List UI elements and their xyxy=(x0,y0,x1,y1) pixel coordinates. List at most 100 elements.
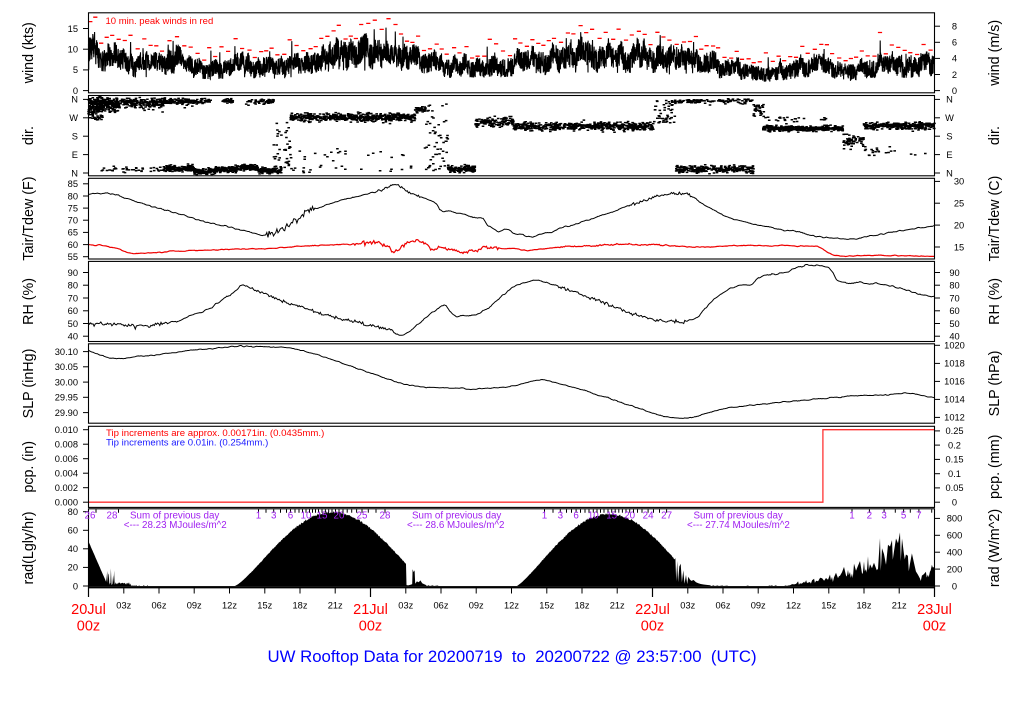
svg-text:SLP (hPa): SLP (hPa) xyxy=(987,351,1003,417)
svg-text:2: 2 xyxy=(867,511,872,522)
svg-text:6: 6 xyxy=(952,38,957,48)
svg-text:28: 28 xyxy=(107,511,118,522)
svg-text:1: 1 xyxy=(542,511,547,522)
svg-text:0.05: 0.05 xyxy=(945,483,963,493)
svg-text:50: 50 xyxy=(68,319,78,329)
svg-text:03z: 03z xyxy=(398,601,413,611)
svg-text:400: 400 xyxy=(947,548,963,558)
svg-text:09z: 09z xyxy=(751,601,766,611)
svg-text:E: E xyxy=(946,150,952,160)
svg-text:80: 80 xyxy=(949,281,959,291)
svg-text:0.006: 0.006 xyxy=(55,454,78,464)
svg-text:90: 90 xyxy=(68,268,78,278)
svg-text:wind (kts): wind (kts) xyxy=(21,22,37,84)
svg-text:60: 60 xyxy=(68,526,78,536)
svg-text:800: 800 xyxy=(947,514,963,524)
svg-text:15: 15 xyxy=(68,24,78,34)
svg-text:600: 600 xyxy=(947,531,963,541)
svg-text:6: 6 xyxy=(573,511,579,522)
svg-text:6: 6 xyxy=(288,511,294,522)
svg-text:200: 200 xyxy=(947,564,963,574)
svg-text:UW Rooftop Data for 20200719: UW Rooftop Data for 20200719 to 20200722… xyxy=(267,647,756,666)
svg-text:15: 15 xyxy=(606,511,617,522)
svg-text:15z: 15z xyxy=(539,601,554,611)
svg-text:0.15: 0.15 xyxy=(945,455,963,465)
svg-text:21z: 21z xyxy=(892,601,907,611)
svg-text:0: 0 xyxy=(952,498,957,508)
svg-text:18z: 18z xyxy=(293,601,308,611)
svg-text:0.008: 0.008 xyxy=(55,440,78,450)
svg-text:80: 80 xyxy=(68,507,78,517)
svg-text:21Jul: 21Jul xyxy=(353,602,388,618)
svg-text:W: W xyxy=(945,113,954,123)
svg-text:06z: 06z xyxy=(434,601,449,611)
svg-text:1012: 1012 xyxy=(944,413,965,423)
svg-text:1014: 1014 xyxy=(944,395,965,405)
svg-text:22Jul: 22Jul xyxy=(635,602,670,618)
svg-text:Sum of previous day: Sum of previous day xyxy=(130,511,219,522)
svg-text:23Jul: 23Jul xyxy=(917,602,952,618)
svg-text:0.010: 0.010 xyxy=(55,425,78,435)
svg-text:7: 7 xyxy=(916,511,921,522)
svg-text:29.90: 29.90 xyxy=(55,408,78,418)
svg-text:0.002: 0.002 xyxy=(55,483,78,493)
svg-text:<--- 28.6 MJoules/m^2: <--- 28.6 MJoules/m^2 xyxy=(407,520,504,531)
svg-text:27: 27 xyxy=(661,511,672,522)
svg-text:0.004: 0.004 xyxy=(55,469,78,479)
svg-text:0: 0 xyxy=(73,581,78,591)
svg-text:<--- 27.74 MJoules/m^2: <--- 27.74 MJoules/m^2 xyxy=(687,520,790,531)
svg-text:00z: 00z xyxy=(77,619,100,635)
svg-text:06z: 06z xyxy=(152,601,167,611)
svg-text:10: 10 xyxy=(588,511,599,522)
svg-text:wind (m/s): wind (m/s) xyxy=(987,20,1003,87)
svg-text:12z: 12z xyxy=(786,601,801,611)
svg-text:85: 85 xyxy=(68,179,78,189)
svg-text:<--- 28.23 MJoules/m^2: <--- 28.23 MJoules/m^2 xyxy=(124,520,227,531)
svg-text:03z: 03z xyxy=(116,601,131,611)
svg-text:1016: 1016 xyxy=(944,377,965,387)
svg-text:dir.: dir. xyxy=(987,126,1003,145)
svg-text:Sum of previous day: Sum of previous day xyxy=(412,511,501,522)
svg-text:pcp. (in): pcp. (in) xyxy=(21,441,37,493)
svg-text:15: 15 xyxy=(317,511,328,522)
svg-text:21z: 21z xyxy=(610,601,625,611)
svg-text:10: 10 xyxy=(68,45,78,55)
svg-text:3: 3 xyxy=(271,511,277,522)
svg-text:30.10: 30.10 xyxy=(55,347,78,357)
svg-text:Tip increments are approx. 0.0: Tip increments are approx. 0.00171in. (0… xyxy=(106,428,324,439)
svg-text:00z: 00z xyxy=(641,619,664,635)
svg-text:0: 0 xyxy=(73,86,78,96)
svg-text:90: 90 xyxy=(949,268,959,278)
svg-text:75: 75 xyxy=(68,203,78,213)
svg-text:15z: 15z xyxy=(821,601,836,611)
svg-text:00z: 00z xyxy=(359,619,382,635)
svg-text:0.2: 0.2 xyxy=(948,440,961,450)
svg-text:1020: 1020 xyxy=(944,341,965,351)
svg-text:15: 15 xyxy=(954,242,964,252)
svg-text:1: 1 xyxy=(849,511,854,522)
svg-text:70: 70 xyxy=(68,293,78,303)
svg-text:25: 25 xyxy=(357,511,368,522)
svg-text:12z: 12z xyxy=(504,601,519,611)
svg-text:60: 60 xyxy=(949,306,959,316)
svg-text:Tair/Tdew (C): Tair/Tdew (C) xyxy=(987,176,1003,262)
svg-text:20: 20 xyxy=(334,511,345,522)
svg-text:70: 70 xyxy=(949,293,959,303)
svg-text:21z: 21z xyxy=(328,601,343,611)
svg-text:Tair/Tdew (F): Tair/Tdew (F) xyxy=(21,176,37,260)
svg-text:3: 3 xyxy=(558,511,564,522)
svg-text:20: 20 xyxy=(954,220,964,230)
svg-text:60: 60 xyxy=(68,306,78,316)
svg-text:40: 40 xyxy=(949,332,959,342)
svg-text:20Jul: 20Jul xyxy=(71,602,106,618)
svg-text:12z: 12z xyxy=(222,601,237,611)
svg-text:0.25: 0.25 xyxy=(945,426,963,436)
svg-text:S: S xyxy=(946,132,952,142)
svg-text:W: W xyxy=(69,113,78,123)
svg-text:rad(Lgly/hr): rad(Lgly/hr) xyxy=(21,511,37,584)
svg-text:65: 65 xyxy=(68,228,78,238)
svg-text:N: N xyxy=(71,168,78,178)
svg-text:00z: 00z xyxy=(923,619,946,635)
svg-text:3: 3 xyxy=(881,511,887,522)
svg-text:06z: 06z xyxy=(716,601,731,611)
